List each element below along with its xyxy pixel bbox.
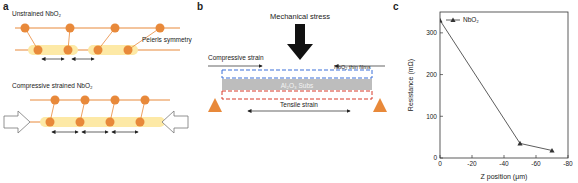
x-tick-label: -80 (563, 160, 573, 167)
substrate (222, 79, 372, 90)
atom (51, 96, 60, 105)
spacing-arrow (112, 132, 138, 133)
compressive-arrow (208, 66, 262, 67)
y-tick (440, 74, 443, 75)
y-tick (440, 116, 443, 117)
compress-arrow (4, 111, 30, 133)
top-label: Unstrained NbO₂ (12, 10, 62, 17)
film-outline (222, 70, 372, 78)
series-marker (517, 141, 522, 146)
plot-area (440, 18, 555, 153)
y-tick (440, 158, 443, 159)
figure: a b c Unstrained NbO₂ Peierls symmetry Compre… (0, 0, 578, 183)
atom (124, 46, 133, 55)
spacing-arrow (72, 59, 94, 60)
stress-arrow (287, 24, 313, 60)
stress-label: Mechanical stress (270, 12, 330, 21)
atom (21, 24, 30, 33)
spacing-arrow (42, 59, 64, 60)
x-tick-label: -60 (531, 160, 541, 167)
x-tick-label: 0 (438, 160, 442, 167)
lattice-line (15, 28, 180, 29)
y-tick-label: 0 (433, 154, 437, 161)
atom (94, 46, 103, 55)
atom (156, 24, 165, 33)
tensile-outline (222, 91, 372, 99)
y-tick (440, 32, 443, 33)
atom (76, 118, 85, 127)
film-label: NbO₂ thin films (334, 64, 371, 70)
atom (34, 46, 43, 55)
x-tick (536, 155, 537, 158)
dimer-highlight (28, 45, 78, 55)
atom (66, 24, 75, 33)
legend-label: NbO₂ (463, 16, 479, 23)
support (208, 98, 222, 112)
tensile-label: Tensile strain (280, 101, 318, 108)
panel-label: c (393, 1, 399, 12)
y-tick-label: 100 (426, 113, 437, 120)
chain-highlight (40, 117, 165, 127)
atom (46, 118, 55, 127)
y-axis-label: Resistance (mΩ) (407, 59, 415, 111)
tensile-arrow (248, 111, 350, 112)
atom (141, 96, 150, 105)
dimer-highlight (88, 45, 138, 55)
spacing-arrow (82, 132, 108, 133)
atom (64, 46, 73, 55)
atom (136, 118, 145, 127)
support (373, 98, 387, 112)
x-tick (472, 155, 473, 158)
x-tick (504, 155, 505, 158)
y-tick-label: 300 (426, 29, 437, 36)
panel-label: b (197, 1, 203, 12)
panel-label: a (3, 1, 9, 12)
spacing-arrow (52, 132, 78, 133)
x-tick-label: -40 (499, 160, 509, 167)
series-marker (440, 18, 443, 23)
y-tick-label: 200 (426, 71, 437, 78)
x-tick (568, 155, 569, 158)
series-marker (549, 148, 554, 153)
legend-marker (450, 17, 455, 22)
x-tick-label: -20 (467, 160, 477, 167)
atom (111, 24, 120, 33)
plot-frame (440, 12, 568, 158)
atom (106, 118, 115, 127)
series-line (440, 20, 552, 150)
x-axis-label: Z position (μm) (481, 173, 528, 181)
bottom-label: Compressive strained NbO₂ (12, 82, 93, 90)
atom (111, 96, 120, 105)
compressive-label: Compressive strain (208, 54, 264, 62)
x-tick (440, 155, 441, 158)
compress-arrow (162, 111, 188, 133)
substrate-label: Al₂O₃ Subs (281, 82, 314, 89)
annotation: Peierls symmetry (142, 36, 193, 44)
atom (81, 96, 90, 105)
